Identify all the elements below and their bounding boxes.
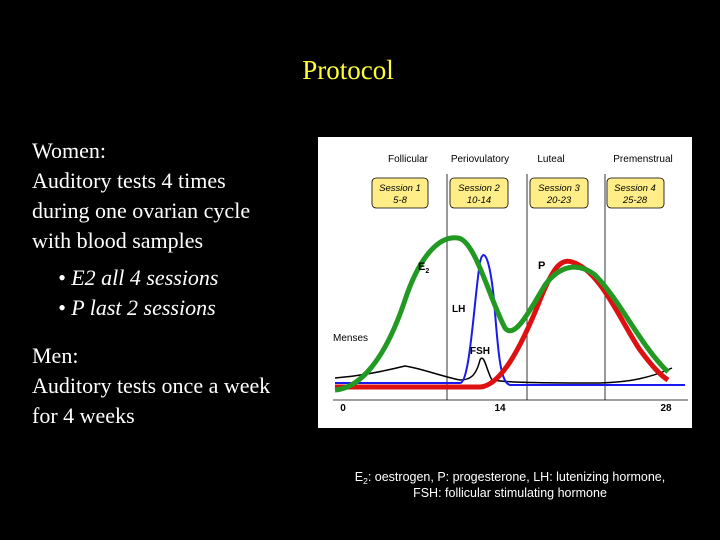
session-days: 5-8 [393,195,407,206]
session-days: 25-28 [622,195,648,206]
lh-curve [335,254,685,386]
fsh-curve [334,357,673,384]
label-e: E [418,261,425,273]
session-box [371,177,429,209]
women-line: with blood samples [32,228,203,253]
session-box [449,177,509,209]
caption: E2: oestrogen, P: progesterone, LH: lute… [355,470,665,500]
curve-label: FSH [470,346,490,357]
women-heading: Women: [32,138,106,163]
bullet: • E2 all 4 sessions [58,265,219,290]
phase-label: Luteal [537,154,564,165]
women-line: Auditory tests 4 times [32,168,226,193]
session-days: 20-23 [546,195,572,206]
label-e-sub: 2 [425,268,429,275]
curve-label: E2 [418,261,429,275]
men-line: Auditory tests once a week [32,373,270,398]
men-heading: Men: [32,343,78,368]
left-text: Women: Auditory tests 4 times during one… [32,138,270,428]
phase-label: Premenstrual [613,154,672,165]
session-name: Session 3 [538,183,580,194]
session-texts: Session 1 5-8 Session 2 10-14 Session 3 … [379,183,656,206]
session-days: 10-14 [467,195,491,206]
bullet: • P last 2 sessions [58,295,216,320]
axis-label: 14 [494,403,506,414]
caption-e-sub: 2 [363,476,368,486]
axis-label: 0 [340,403,346,414]
caption-line: FSH: follicular stimulating hormone [413,486,607,500]
slide-title: Protocol [302,55,394,85]
session-box [529,177,589,209]
phase-dividers [333,174,688,401]
axis-label: 28 [660,403,672,414]
caption-line: E2: oestrogen, P: progesterone, LH: lute… [355,470,665,486]
session-name: Session 4 [614,183,656,194]
session-boxes [371,177,665,209]
caption-text: : oestrogen, P: progesterone, LH: luteni… [368,470,665,484]
curve-label: Menses [333,333,368,344]
men-line: for 4 weeks [32,403,135,428]
caption-e: E [355,470,363,484]
phase-label: Periovulatory [451,154,509,165]
p-curve [335,258,670,390]
figure: Follicular Periovulatory Luteal Premenst… [318,137,692,428]
curve-label: P [538,260,545,272]
e2-curve [334,235,670,393]
curve-label: LH [452,304,465,315]
women-line: during one ovarian cycle [32,198,250,223]
session-box [606,177,665,209]
session-name: Session 2 [458,183,500,194]
phase-label: Follicular [388,154,429,165]
session-name: Session 1 [379,183,421,194]
